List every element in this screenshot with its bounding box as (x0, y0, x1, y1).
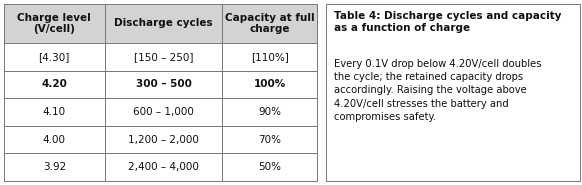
Bar (105, 43, 222, 70)
Text: 100%: 100% (254, 79, 286, 89)
Text: [150 – 250]: [150 – 250] (134, 52, 193, 62)
Bar (222, 126, 317, 153)
Text: Table 4: Discharge cycles and capacity
as a function of charge: Table 4: Discharge cycles and capacity a… (334, 11, 562, 33)
Bar (222, 153, 317, 181)
Bar (4, 153, 105, 181)
Bar (4, 98, 105, 126)
Bar (222, 70, 317, 98)
Bar (222, 98, 317, 126)
Bar (105, 4, 222, 43)
Text: 3.92: 3.92 (42, 162, 66, 172)
Text: Charge level
(V/cell): Charge level (V/cell) (17, 13, 91, 34)
Bar (4, 4, 105, 43)
Text: 2,400 – 4,000: 2,400 – 4,000 (128, 162, 199, 172)
Text: 4.00: 4.00 (43, 134, 66, 145)
Bar (326, 4, 580, 181)
Text: [4.30]: [4.30] (38, 52, 70, 62)
Bar (222, 4, 317, 43)
Bar (105, 153, 222, 181)
Bar (4, 43, 105, 70)
Text: 50%: 50% (258, 162, 281, 172)
Text: 4.10: 4.10 (42, 107, 66, 117)
Text: 70%: 70% (258, 134, 281, 145)
Text: 300 – 500: 300 – 500 (136, 79, 191, 89)
Bar (105, 70, 222, 98)
Bar (105, 98, 222, 126)
Bar (4, 70, 105, 98)
Text: Every 0.1V drop below 4.20V/cell doubles
the cycle; the retained capacity drops
: Every 0.1V drop below 4.20V/cell doubles… (334, 59, 541, 122)
Bar (4, 126, 105, 153)
Text: 4.20: 4.20 (41, 79, 67, 89)
Bar (105, 126, 222, 153)
Bar (222, 43, 317, 70)
Text: 1,200 – 2,000: 1,200 – 2,000 (128, 134, 199, 145)
Text: 600 – 1,000: 600 – 1,000 (133, 107, 194, 117)
Text: [110%]: [110%] (251, 52, 289, 62)
Text: Capacity at full
charge: Capacity at full charge (225, 13, 315, 34)
Text: Discharge cycles: Discharge cycles (114, 18, 213, 28)
Text: 90%: 90% (258, 107, 281, 117)
